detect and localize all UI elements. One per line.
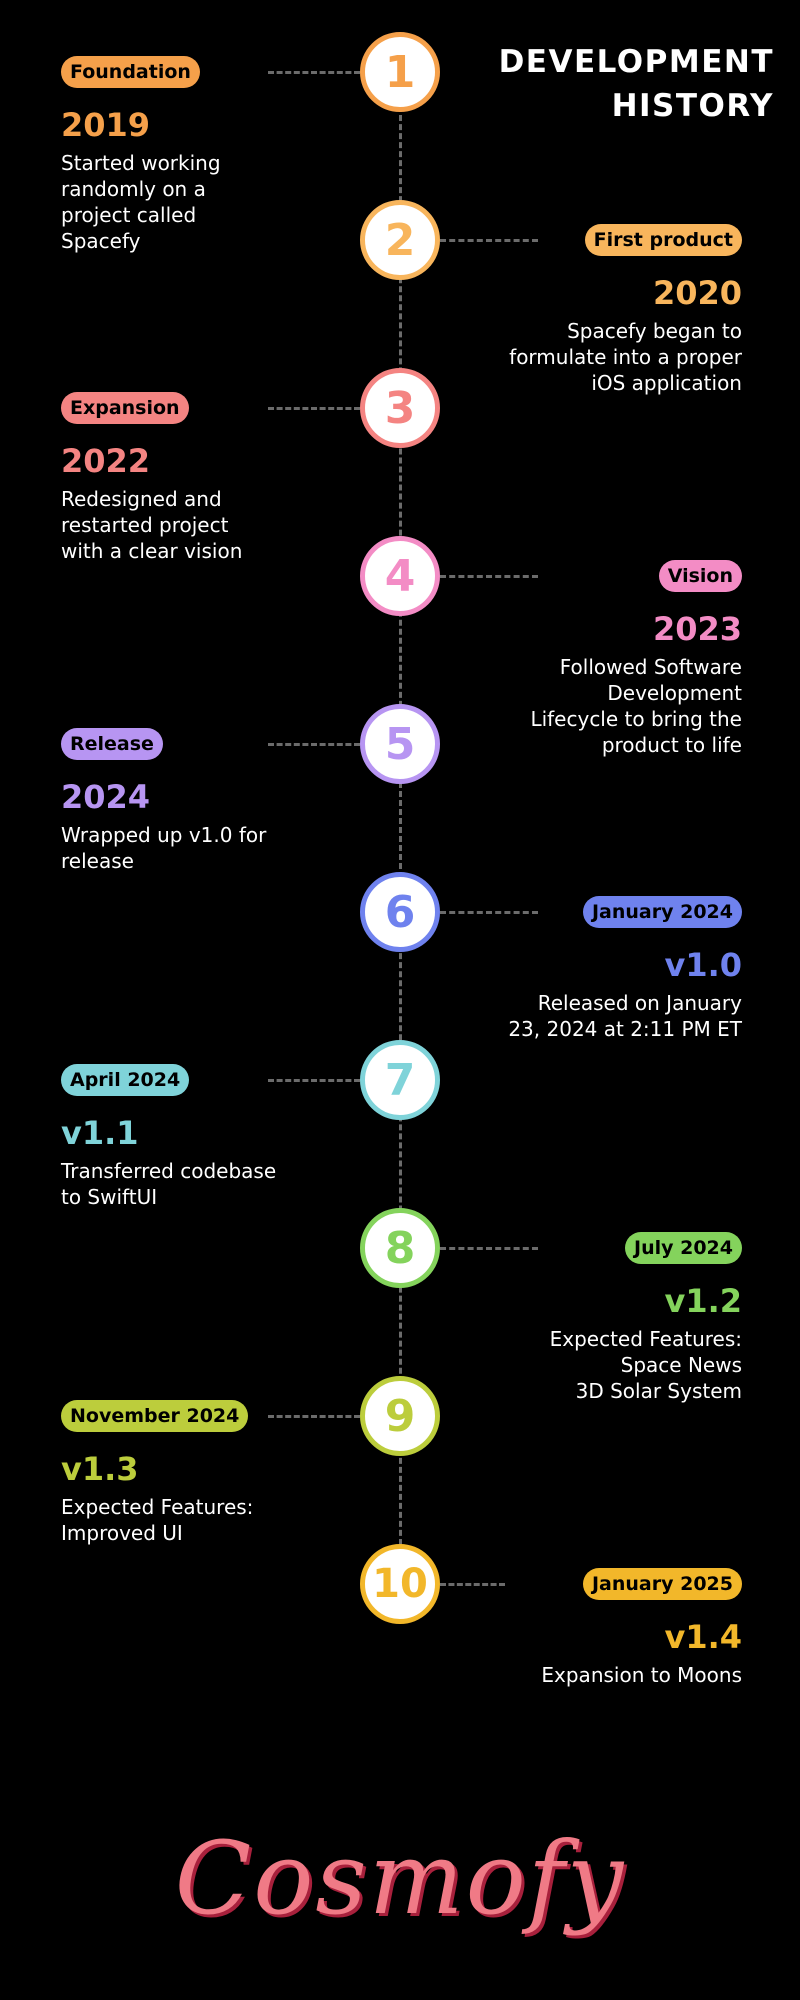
description-line: Improved UI xyxy=(61,1521,183,1545)
description-line: formulate into a proper xyxy=(509,345,742,369)
milestone-description: Expansion to Moons xyxy=(462,1662,742,1688)
milestone-heading: 2019 xyxy=(61,106,151,144)
milestone-description: Redesigned and restarted project with a cl… xyxy=(61,486,341,564)
milestone-number-circle: 1 xyxy=(360,32,440,112)
milestone-number-circle: 3 xyxy=(360,368,440,448)
description-line: Transferred codebase xyxy=(61,1159,277,1183)
description-line: Wrapped up v1.0 for xyxy=(61,823,267,847)
milestone-badge: Foundation xyxy=(61,56,200,88)
description-line: Spacefy began to xyxy=(567,319,742,343)
milestone-description: Wrapped up v1.0 for release xyxy=(61,822,341,874)
page-title: DEVELOPMENT HISTORY xyxy=(499,40,774,128)
milestone-badge: Expansion xyxy=(61,392,189,424)
milestone-number-circle: 7 xyxy=(360,1040,440,1120)
milestone-number-circle: 6 xyxy=(360,872,440,952)
connector-line xyxy=(440,575,538,578)
description-line: Expansion to Moons xyxy=(541,1663,742,1687)
milestone-badge: April 2024 xyxy=(61,1064,190,1096)
title-line-2: HISTORY xyxy=(611,88,774,124)
milestone-heading: v1.1 xyxy=(61,1114,139,1152)
milestone-heading: 2020 xyxy=(652,274,742,312)
milestone-heading: 2023 xyxy=(652,610,742,648)
milestone-badge: January 2025 xyxy=(582,1568,742,1600)
milestone-heading: v1.3 xyxy=(61,1450,139,1488)
description-line: Spacefy xyxy=(61,229,141,253)
description-line: 23, 2024 at 2:11 PM ET xyxy=(508,1017,742,1041)
milestone-heading: 2024 xyxy=(61,778,151,816)
milestone-number-circle: 4 xyxy=(360,536,440,616)
milestone-badge: November 2024 xyxy=(61,1400,249,1432)
milestone-heading: v1.2 xyxy=(664,1282,742,1320)
milestone-number-circle: 5 xyxy=(360,704,440,784)
description-line: Redesigned and xyxy=(61,487,222,511)
milestone-heading: 2022 xyxy=(61,442,151,480)
cosmofy-logo: Cosmofy xyxy=(174,1820,626,1937)
description-line: Started working xyxy=(61,151,221,175)
milestone-badge: January 2024 xyxy=(582,896,742,928)
milestone-heading: v1.4 xyxy=(664,1618,742,1656)
description-line: Released on January xyxy=(537,991,742,1015)
milestone-badge: First product xyxy=(584,224,742,256)
connector-line xyxy=(268,407,360,410)
connector-line xyxy=(440,1247,538,1250)
description-line: Space News xyxy=(620,1353,742,1377)
connector-line xyxy=(268,1415,360,1418)
milestone-description: Spacefy began to formulate into a proper i… xyxy=(462,318,742,396)
description-line: product to life xyxy=(601,733,742,757)
milestone-number-circle: 9 xyxy=(360,1376,440,1456)
milestone-description: Released on January 23, 2024 at 2:11 PM E… xyxy=(462,990,742,1042)
connector-line xyxy=(268,71,360,74)
description-line: to SwiftUI xyxy=(61,1185,158,1209)
milestone-badge: July 2024 xyxy=(625,1232,742,1264)
milestone-description: Transferred codebase to SwiftUI xyxy=(61,1158,341,1210)
description-line: randomly on a xyxy=(61,177,206,201)
description-line: Followed Software xyxy=(559,655,742,679)
milestone-number-circle: 8 xyxy=(360,1208,440,1288)
connector-line xyxy=(440,239,538,242)
description-line: restarted project xyxy=(61,513,229,537)
milestone-badge: Vision xyxy=(658,560,742,592)
milestone-description: Expected Features: Space News 3D Solar Sys… xyxy=(462,1326,742,1404)
description-line: with a clear vision xyxy=(61,539,243,563)
milestone-badge: Release xyxy=(61,728,163,760)
connector-line xyxy=(440,911,538,914)
milestone-description: Started working randomly on a project call… xyxy=(61,150,341,254)
milestone-description: Followed Software Development Lifecycle to… xyxy=(462,654,742,758)
timeline-axis xyxy=(399,70,402,1590)
milestone-heading: v1.0 xyxy=(664,946,742,984)
milestone-number-circle: 10 xyxy=(360,1544,440,1624)
connector-line xyxy=(268,743,360,746)
description-line: iOS application xyxy=(591,371,742,395)
description-line: Expected Features: xyxy=(549,1327,742,1351)
milestone-description: Expected Features: Improved UI xyxy=(61,1494,341,1546)
milestone-number-circle: 2 xyxy=(360,200,440,280)
description-line: Expected Features: xyxy=(61,1495,254,1519)
connector-line xyxy=(440,1583,505,1586)
description-line: project called xyxy=(61,203,197,227)
description-line: Lifecycle to bring the xyxy=(530,707,742,731)
description-line: Development xyxy=(607,681,742,705)
title-line-1: DEVELOPMENT xyxy=(498,44,774,80)
connector-line xyxy=(268,1079,360,1082)
description-line: release xyxy=(61,849,134,873)
description-line: 3D Solar System xyxy=(575,1379,742,1403)
